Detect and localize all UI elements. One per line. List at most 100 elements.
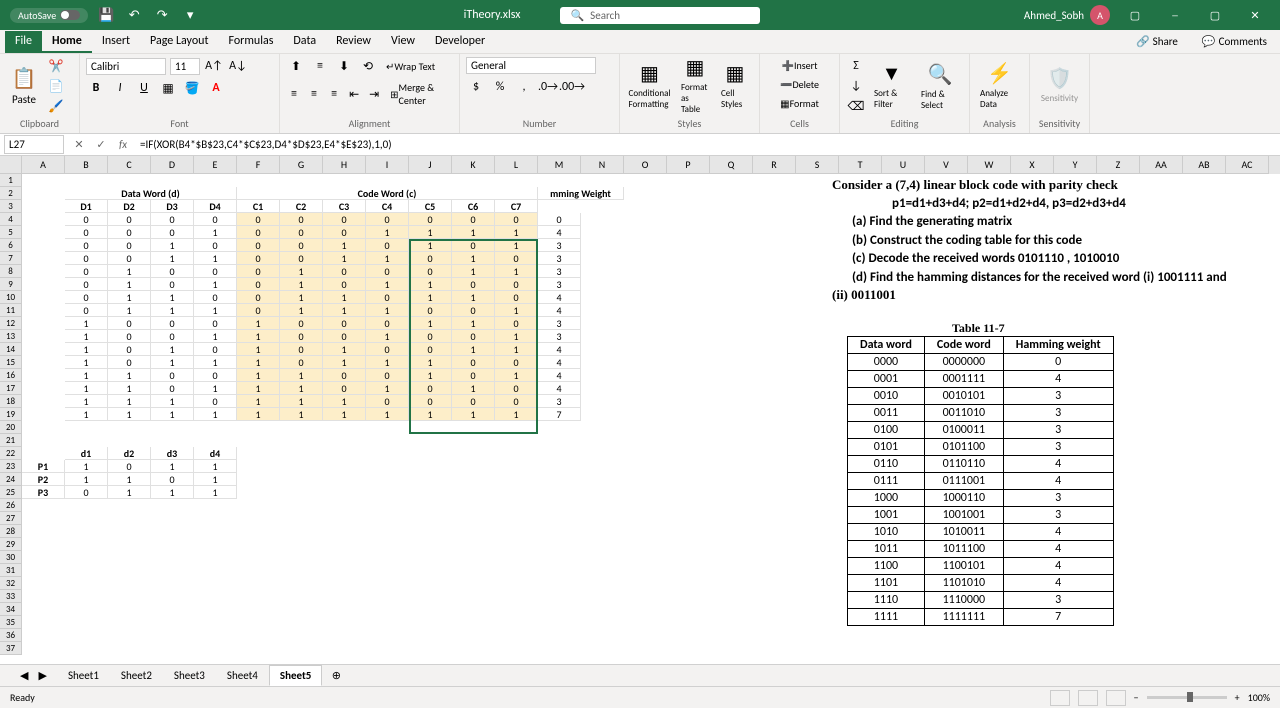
cell[interactable]: 0	[280, 252, 323, 265]
cell[interactable]: 4	[538, 343, 581, 356]
cell[interactable]: D1	[65, 200, 108, 213]
autosave-toggle[interactable]: AutoSave	[10, 8, 88, 23]
cell[interactable]: 0	[65, 239, 108, 252]
cell[interactable]: 1	[452, 265, 495, 278]
col-header[interactable]: K	[452, 156, 495, 174]
cell[interactable]: P2	[22, 473, 65, 486]
row-header[interactable]: 29	[0, 538, 22, 551]
cell[interactable]: 0	[151, 317, 194, 330]
cell[interactable]: C3	[323, 200, 366, 213]
cell[interactable]: 1	[323, 356, 366, 369]
cell[interactable]: 1	[409, 369, 452, 382]
cell[interactable]: 1	[409, 317, 452, 330]
col-header[interactable]: Y	[1054, 156, 1097, 174]
cell[interactable]: 4	[538, 304, 581, 317]
italic-icon[interactable]: I	[110, 79, 130, 97]
cell[interactable]: 1	[495, 369, 538, 382]
col-header[interactable]: O	[624, 156, 667, 174]
cell[interactable]: 1	[409, 356, 452, 369]
cancel-formula-icon[interactable]: ✕	[68, 136, 90, 154]
cell[interactable]: C4	[366, 200, 409, 213]
menu-tab-insert[interactable]: Insert	[92, 31, 140, 53]
customize-qat-icon[interactable]: ▾	[180, 5, 200, 25]
row-header[interactable]: 24	[0, 473, 22, 486]
align-top-icon[interactable]: ⬆	[286, 57, 306, 75]
cell[interactable]: 0	[65, 278, 108, 291]
menu-tab-developer[interactable]: Developer	[425, 31, 495, 53]
cell[interactable]: 0	[495, 278, 538, 291]
cell[interactable]: 0	[452, 239, 495, 252]
cell[interactable]: 0	[237, 265, 280, 278]
cell[interactable]: 1	[366, 252, 409, 265]
cell[interactable]: 1	[151, 356, 194, 369]
cell[interactable]: 1	[194, 473, 237, 486]
menu-tab-review[interactable]: Review	[326, 31, 381, 53]
cell[interactable]: 1	[237, 382, 280, 395]
cell[interactable]: 1	[65, 473, 108, 486]
row-header[interactable]: 30	[0, 551, 22, 564]
cell[interactable]: 0	[237, 278, 280, 291]
cell[interactable]: 1	[237, 317, 280, 330]
cell[interactable]: 1	[495, 226, 538, 239]
col-header[interactable]: F	[237, 156, 280, 174]
row-header[interactable]: 21	[0, 434, 22, 447]
increase-indent-icon[interactable]: ⇥	[366, 85, 382, 103]
cell[interactable]: 1	[495, 343, 538, 356]
col-header[interactable]: V	[925, 156, 968, 174]
cell[interactable]: 1	[194, 356, 237, 369]
cell[interactable]: 1	[452, 317, 495, 330]
cell[interactable]: 0	[452, 369, 495, 382]
cell[interactable]: 0	[366, 213, 409, 226]
fx-icon[interactable]: fx	[112, 136, 134, 154]
cell[interactable]: 0	[194, 343, 237, 356]
cell[interactable]: 1	[151, 395, 194, 408]
cell[interactable]: 0	[280, 356, 323, 369]
undo-icon[interactable]: ↶	[124, 5, 144, 25]
col-header[interactable]: R	[753, 156, 796, 174]
row-header[interactable]: 14	[0, 343, 22, 356]
row-header[interactable]: 27	[0, 512, 22, 525]
zoom-out-button[interactable]: −	[1134, 691, 1139, 704]
merge-button[interactable]: ⊞ Merge & Center	[386, 79, 453, 109]
cell[interactable]: 1	[194, 486, 237, 499]
insert-button[interactable]: ➕ Insert	[766, 57, 833, 74]
analyze-data-button[interactable]: ⚡Analyze Data	[976, 57, 1023, 113]
row-header[interactable]: 35	[0, 616, 22, 629]
cell[interactable]: 0	[495, 395, 538, 408]
cell[interactable]: 0	[237, 252, 280, 265]
cell[interactable]: d1	[65, 447, 108, 460]
cell[interactable]: 0	[495, 252, 538, 265]
col-header[interactable]: E	[194, 156, 237, 174]
cell[interactable]: 0	[194, 317, 237, 330]
cell[interactable]: 0	[366, 395, 409, 408]
cell[interactable]: 1	[280, 265, 323, 278]
cell[interactable]: 1	[151, 408, 194, 421]
row-header[interactable]: 32	[0, 577, 22, 590]
cell[interactable]: 0	[280, 330, 323, 343]
cell[interactable]: mming Weight	[538, 187, 624, 200]
row-header[interactable]: 10	[0, 291, 22, 304]
format-button[interactable]: ▦ Format	[766, 95, 833, 112]
cell[interactable]: 1	[108, 473, 151, 486]
zoom-in-button[interactable]: +	[1235, 691, 1240, 704]
col-header[interactable]: AC	[1226, 156, 1269, 174]
cell[interactable]: 1	[194, 408, 237, 421]
cell[interactable]: 4	[538, 369, 581, 382]
cell[interactable]: 1	[151, 239, 194, 252]
cell[interactable]: 1	[108, 265, 151, 278]
cell[interactable]: 1	[495, 304, 538, 317]
col-header[interactable]: U	[882, 156, 925, 174]
decrease-font-icon[interactable]: A↓	[228, 57, 248, 75]
cell[interactable]: 0	[366, 291, 409, 304]
cell[interactable]: 0	[151, 213, 194, 226]
align-middle-icon[interactable]: ≡	[310, 57, 330, 75]
col-header[interactable]: C	[108, 156, 151, 174]
col-header[interactable]: T	[839, 156, 882, 174]
comma-icon[interactable]: ,	[514, 78, 534, 96]
page-layout-view-button[interactable]	[1078, 690, 1098, 706]
align-right-icon[interactable]: ≡	[326, 85, 342, 103]
row-header[interactable]: 33	[0, 590, 22, 603]
cell[interactable]: 3	[538, 252, 581, 265]
cell[interactable]: 0	[108, 239, 151, 252]
cell[interactable]: C7	[495, 200, 538, 213]
